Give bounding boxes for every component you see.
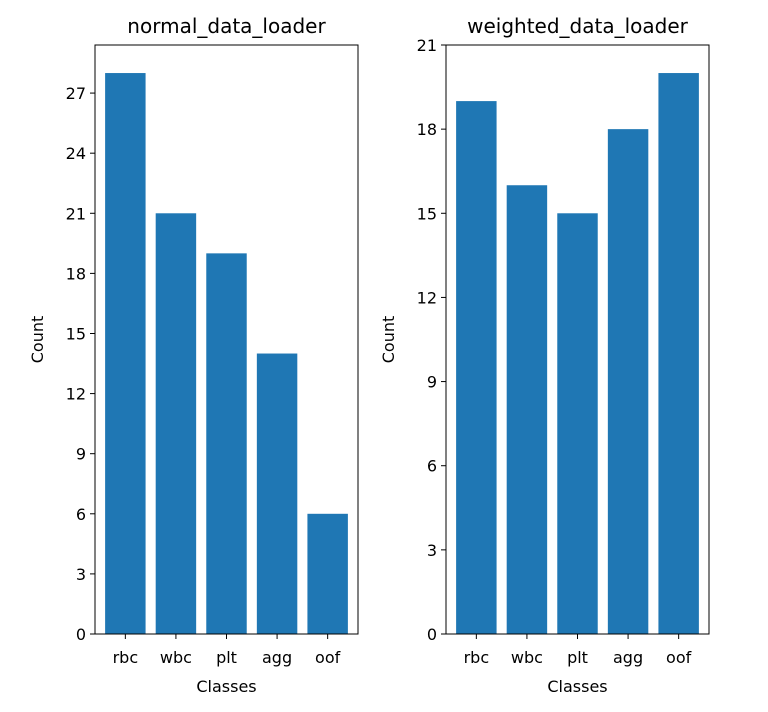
y-tick-label: 21	[66, 204, 86, 223]
y-axis-label: Count	[28, 316, 47, 364]
x-axis-label: Classes	[196, 677, 256, 696]
bar-agg	[607, 129, 649, 634]
y-tick-label: 27	[66, 84, 86, 103]
y-tick-label: 9	[427, 373, 437, 392]
y-tick-label: 15	[66, 324, 86, 343]
x-tick-label-rbc: rbc	[113, 648, 139, 667]
x-tick-label-oof: oof	[666, 648, 692, 667]
y-tick-label: 15	[417, 204, 437, 223]
y-tick-label: 0	[427, 625, 437, 644]
bar-agg	[256, 353, 298, 634]
bar-wbc	[155, 213, 197, 635]
x-tick-label-rbc: rbc	[464, 648, 490, 667]
bar-wbc	[506, 185, 548, 634]
normal-data-loader-chart: 0 3 6 9 12 15 18 21 24 27 rbc wbc plt agg oof normal_da…	[28, 14, 359, 696]
y-tick-label: 24	[66, 144, 86, 163]
y-tick-label: 12	[417, 288, 437, 307]
y-tick-label: 3	[76, 565, 86, 584]
y-tick-label: 3	[427, 541, 437, 560]
bar-oof	[307, 513, 348, 634]
y-tick-label: 21	[417, 36, 437, 55]
bar-rbc	[456, 101, 497, 635]
y-tick-label: 6	[76, 505, 86, 524]
chart-title: weighted_data_loader	[467, 14, 689, 38]
x-tick-label-agg: agg	[613, 648, 643, 667]
y-tick-label: 12	[66, 385, 86, 404]
y-tick-label: 6	[427, 457, 437, 476]
x-tick-label-oof: oof	[315, 648, 341, 667]
chart-title: normal_data_loader	[127, 14, 326, 38]
x-tick-label-plt: plt	[216, 648, 237, 667]
bar-rbc	[105, 73, 146, 635]
bar-plt	[557, 213, 598, 635]
y-axis-label: Count	[379, 316, 398, 364]
y-tick-label: 18	[66, 264, 86, 283]
bar-oof	[658, 73, 699, 635]
weighted-data-loader-chart: 0 3 6 9 12 15 18 21 rbc wbc plt agg oof weighted_data…	[379, 14, 710, 696]
y-tick-label: 18	[417, 120, 437, 139]
x-axis-label: Classes	[547, 677, 607, 696]
x-tick-label-plt: plt	[567, 648, 588, 667]
x-tick-label-agg: agg	[262, 648, 292, 667]
bar-plt	[206, 253, 247, 634]
x-tick-label-wbc: wbc	[511, 648, 543, 667]
y-tick-label: 9	[76, 445, 86, 464]
y-tick-label: 0	[76, 625, 86, 644]
x-tick-label-wbc: wbc	[160, 648, 192, 667]
